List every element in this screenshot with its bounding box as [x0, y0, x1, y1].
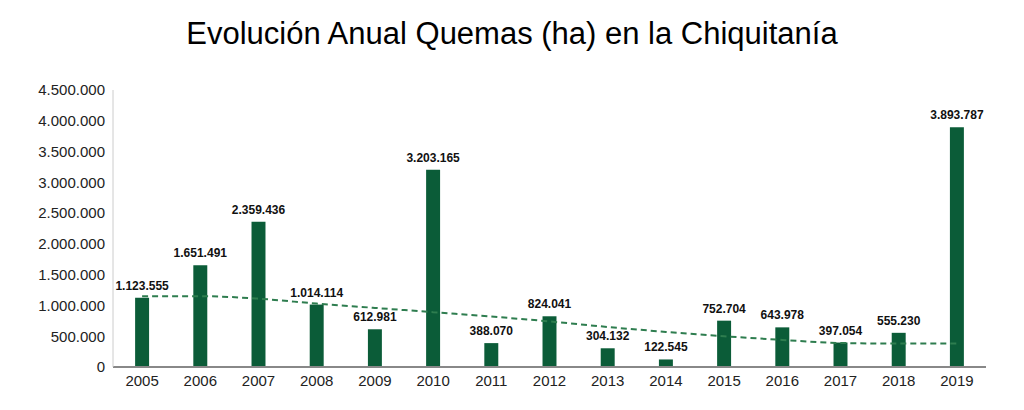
svg-text:4.000.000: 4.000.000 [38, 112, 105, 129]
svg-text:555.230: 555.230 [877, 314, 921, 328]
html-text:Evolución Anual Quemas (ha) en: Evolución Anual Quemas (ha) en la Chiqui… [186, 16, 838, 51]
svg-text:2005: 2005 [125, 372, 158, 389]
svg-text:2015: 2015 [707, 372, 740, 389]
svg-text:3.000.000: 3.000.000 [38, 174, 105, 191]
svg-text:1.123.555: 1.123.555 [115, 279, 169, 293]
svg-text:2019: 2019 [940, 372, 973, 389]
svg-text:0: 0 [97, 358, 105, 375]
svg-text:2009: 2009 [358, 372, 391, 389]
svg-text:643.978: 643.978 [761, 308, 805, 322]
svg-text:2011: 2011 [475, 372, 507, 389]
svg-text:2014: 2014 [649, 372, 682, 389]
svg-text:3.893.787: 3.893.787 [930, 108, 984, 122]
svg-text:388.070: 388.070 [470, 324, 514, 338]
svg-text:2008: 2008 [300, 372, 333, 389]
svg-text:752.704: 752.704 [702, 302, 746, 316]
svg-text:2010: 2010 [416, 372, 449, 389]
svg-text:397.054: 397.054 [819, 324, 863, 338]
svg-text:2.359.436: 2.359.436 [232, 203, 286, 217]
svg-text:1.500.000: 1.500.000 [38, 266, 105, 283]
svg-text:1.000.000: 1.000.000 [38, 297, 105, 314]
svg-text:2013: 2013 [591, 372, 624, 389]
svg-text:2018: 2018 [882, 372, 915, 389]
svg-text:2016: 2016 [766, 372, 799, 389]
svg-text:1.014.114: 1.014.114 [290, 286, 343, 300]
svg-text:3.203.165: 3.203.165 [406, 151, 460, 165]
svg-text:3.500.000: 3.500.000 [38, 143, 105, 160]
svg-text:122.545: 122.545 [644, 340, 688, 354]
svg-text:1.651.491: 1.651.491 [174, 246, 228, 260]
svg-text:304.132: 304.132 [586, 329, 630, 343]
svg-text:4.500.000: 4.500.000 [38, 81, 105, 98]
svg-text:2012: 2012 [533, 372, 566, 389]
svg-text:824.041: 824.041 [528, 297, 572, 311]
svg-text:2.500.000: 2.500.000 [38, 204, 105, 221]
svg-text:2007: 2007 [242, 372, 275, 389]
svg-text:500.000: 500.000 [51, 328, 105, 345]
svg-text:2006: 2006 [184, 372, 217, 389]
svg-text:612.981: 612.981 [353, 310, 397, 324]
svg-text:2.000.000: 2.000.000 [38, 235, 105, 252]
svg-text:2017: 2017 [824, 372, 857, 389]
